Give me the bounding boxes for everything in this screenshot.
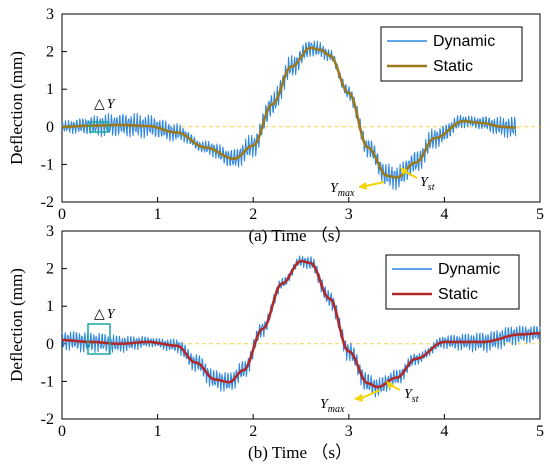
y-tick-label: 2 <box>46 44 54 61</box>
x-tick-label: 0 <box>58 206 66 223</box>
y-tick-label: 2 <box>46 261 54 278</box>
delta-y-annotation: △ Y <box>94 97 117 112</box>
y-tick-label: 1 <box>46 298 54 315</box>
delta-symbol: △ <box>94 97 105 112</box>
x-tick-label: 0 <box>58 423 66 440</box>
ymax-annotation: Ymax <box>330 181 355 199</box>
x-tick-label: 1 <box>154 423 162 440</box>
x-tick-label: 2 <box>249 423 257 440</box>
ymax-letter: Y <box>320 397 330 412</box>
delta-symbol: △ <box>94 307 105 322</box>
yst-subscript: st <box>412 394 419 405</box>
delta-y-letter: Y <box>107 307 117 322</box>
ymax-arrowhead <box>358 182 367 190</box>
legend-box <box>380 26 523 82</box>
yst-subscript: st <box>428 182 435 193</box>
ymax-arrowhead <box>354 394 363 402</box>
series-static-line <box>61 259 540 389</box>
x-tick-label: 5 <box>536 423 544 440</box>
delta-y-letter: Y <box>107 97 117 112</box>
plot-frame <box>61 13 541 203</box>
delta-y-box <box>89 121 109 133</box>
panel-b: 0 1 2 3 4 5 -2 -1 0 1 2 3 Deflection (mm) (b) Time （s… <box>7 223 544 462</box>
ymax-letter: Y <box>330 181 340 196</box>
legend-label-static: Static <box>433 58 473 75</box>
x-axis-caption: (a) Time （s） <box>249 226 352 245</box>
ymax-arrow <box>361 389 381 399</box>
x-tick-label: 1 <box>154 206 162 223</box>
y-tick-label: -2 <box>41 411 54 428</box>
x-tick-label: 3 <box>345 206 353 223</box>
y-tick-label: -1 <box>41 156 54 173</box>
yst-annotation: Yst <box>404 387 419 405</box>
yst-letter: Y <box>420 175 430 190</box>
yst-arrowhead <box>386 381 394 389</box>
x-tick-label: 4 <box>440 423 448 440</box>
ymax-arrow <box>365 181 385 187</box>
y-tick-label: 3 <box>46 223 54 240</box>
x-axis-caption: (b) Time （s） <box>248 443 352 462</box>
y-tick-label: -2 <box>41 194 54 211</box>
yst-arrowhead <box>400 167 408 175</box>
legend-label-dynamic: Dynamic <box>438 261 500 278</box>
yst-annotation: Yst <box>420 175 435 193</box>
y-axis-label: Deflection (mm) <box>7 51 26 165</box>
y-tick-label: 1 <box>46 81 54 98</box>
legend-label-dynamic: Dynamic <box>433 33 495 50</box>
ymax-subscript: max <box>338 188 355 199</box>
plot-frame <box>61 230 541 420</box>
y-tick-label: -1 <box>41 373 54 390</box>
x-tick-label: 2 <box>249 206 257 223</box>
x-tick-label: 4 <box>440 206 448 223</box>
delta-y-annotation: △ Y <box>94 307 117 322</box>
y-tick-label: 0 <box>46 119 54 136</box>
ymax-subscript: max <box>328 404 345 415</box>
y-tick-label: 3 <box>46 6 54 23</box>
legend-label-static: Static <box>438 286 478 303</box>
yst-letter: Y <box>404 387 414 402</box>
x-tick-label: 3 <box>345 423 353 440</box>
delta-y-box <box>87 323 111 355</box>
y-tick-label: 0 <box>46 336 54 353</box>
y-axis-label: Deflection (mm) <box>7 268 26 382</box>
series-static-line <box>62 46 517 179</box>
x-tick-label: 5 <box>536 206 544 223</box>
legend-box <box>385 254 520 310</box>
series-dynamic-line <box>61 254 541 398</box>
panel-a: 0 1 2 3 4 5 -2 -1 0 1 2 3 Deflection (mm) (a) Time （s… <box>7 6 544 245</box>
ymax-annotation: Ymax <box>320 397 345 415</box>
